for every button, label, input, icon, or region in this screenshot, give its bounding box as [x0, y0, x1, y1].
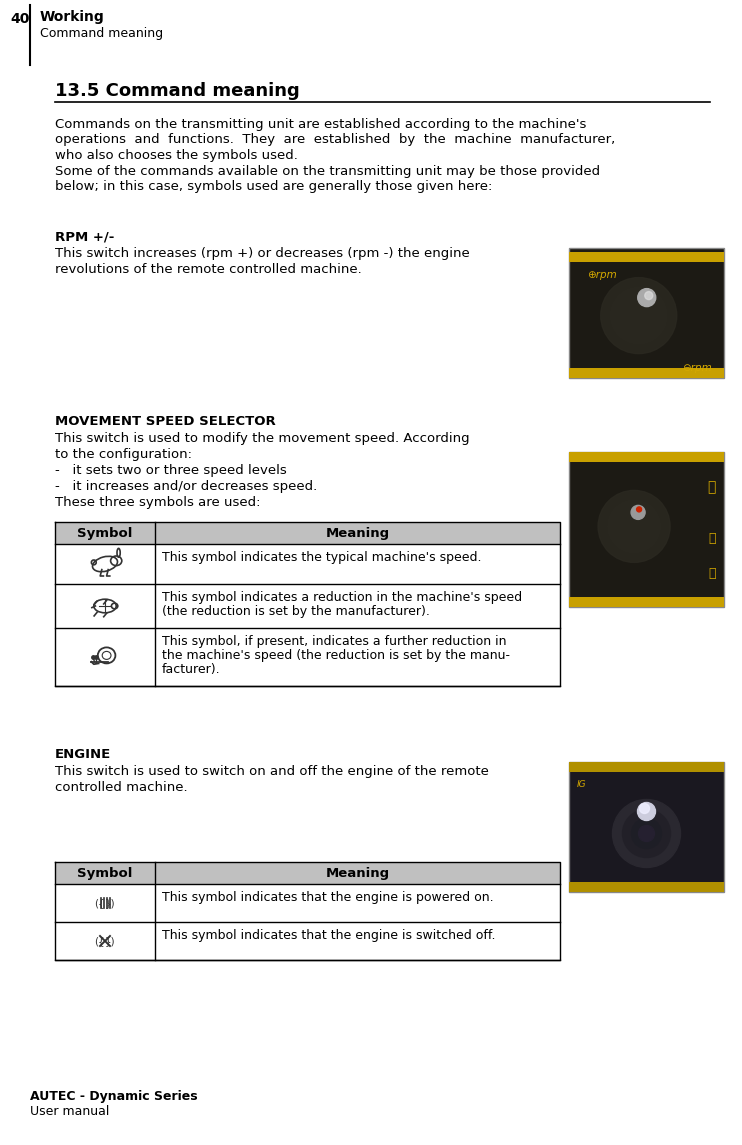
Text: Symbol: Symbol	[77, 867, 133, 879]
Bar	[55, 862, 560, 884]
Text: ENGINE: ENGINE	[55, 748, 111, 761]
Bar	[569, 452, 724, 607]
Bar	[569, 597, 724, 607]
Text: Symbol: Symbol	[77, 527, 133, 539]
Text: RPM +/-: RPM +/-	[55, 230, 114, 243]
Circle shape	[628, 305, 650, 326]
Circle shape	[645, 292, 653, 300]
Bar	[569, 368, 724, 378]
Text: (the reduction is set by the manufacturer).: (the reduction is set by the manufacture…	[162, 605, 430, 618]
Circle shape	[625, 518, 643, 536]
Circle shape	[617, 510, 651, 544]
Text: operations  and  functions.  They  are  established  by  the  machine  manufactu: operations and functions. They are estab…	[55, 134, 615, 147]
Text: below; in this case, symbols used are generally those given here:: below; in this case, symbols used are ge…	[55, 180, 493, 194]
Text: revolutions of the remote controlled machine.: revolutions of the remote controlled mac…	[55, 263, 362, 276]
Bar	[569, 763, 724, 772]
Text: Working: Working	[40, 10, 105, 24]
Text: MOVEMENT SPEED SELECTOR: MOVEMENT SPEED SELECTOR	[55, 414, 276, 428]
Circle shape	[631, 819, 662, 848]
Circle shape	[639, 826, 654, 842]
Text: 🐢: 🐢	[709, 532, 716, 545]
Text: }): })	[105, 935, 116, 946]
Text: }): })	[105, 898, 116, 908]
Bar	[569, 882, 724, 892]
Text: ({: ({	[94, 935, 105, 946]
Text: Meaning: Meaning	[326, 527, 390, 539]
Text: This symbol indicates the typical machine's speed.: This symbol indicates the typical machin…	[162, 551, 482, 564]
Bar	[55, 584, 560, 627]
Text: User manual: User manual	[30, 1105, 109, 1118]
Text: the machine's speed (the reduction is set by the manu-: the machine's speed (the reduction is se…	[162, 649, 510, 662]
Circle shape	[611, 287, 667, 344]
Circle shape	[620, 297, 657, 334]
Circle shape	[631, 505, 645, 520]
Text: -   it increases and/or decreases speed.: - it increases and/or decreases speed.	[55, 480, 318, 493]
Text: Command meaning: Command meaning	[40, 27, 163, 40]
Circle shape	[612, 799, 680, 868]
Text: ⊕rpm: ⊕rpm	[587, 270, 617, 281]
Bar	[569, 763, 724, 892]
Text: ({: ({	[94, 898, 105, 908]
Circle shape	[638, 289, 656, 307]
Bar	[569, 252, 724, 262]
Text: These three symbols are used:: These three symbols are used:	[55, 496, 260, 510]
Circle shape	[598, 490, 670, 562]
Text: 40: 40	[10, 11, 30, 26]
Bar	[55, 922, 560, 960]
Text: AUTEC - Dynamic Series: AUTEC - Dynamic Series	[30, 1090, 197, 1103]
Text: This symbol indicates that the engine is powered on.: This symbol indicates that the engine is…	[162, 891, 493, 905]
Bar	[569, 248, 724, 378]
Text: Commands on the transmitting unit are established according to the machine's: Commands on the transmitting unit are es…	[55, 118, 586, 131]
Text: controlled machine.: controlled machine.	[55, 781, 188, 793]
Bar	[55, 627, 560, 686]
Text: Some of the commands available on the transmitting unit may be those provided: Some of the commands available on the tr…	[55, 165, 600, 177]
Circle shape	[601, 277, 677, 354]
Text: ⊖rpm: ⊖rpm	[682, 363, 712, 373]
Bar	[569, 452, 724, 461]
Text: This symbol, if present, indicates a further reduction in: This symbol, if present, indicates a fur…	[162, 635, 507, 648]
Text: 🐇: 🐇	[708, 480, 716, 493]
Text: 🐌: 🐌	[709, 567, 716, 581]
Text: This switch increases (rpm +) or decreases (rpm -) the engine: This switch increases (rpm +) or decreas…	[55, 247, 470, 260]
Bar	[55, 522, 560, 544]
Text: -   it sets two or three speed levels: - it sets two or three speed levels	[55, 464, 286, 477]
Text: to the configuration:: to the configuration:	[55, 448, 192, 461]
Circle shape	[623, 810, 671, 858]
Text: who also chooses the symbols used.: who also chooses the symbols used.	[55, 149, 298, 161]
Text: This symbol indicates a reduction in the machine's speed: This symbol indicates a reduction in the…	[162, 591, 522, 605]
Text: This switch is used to switch on and off the engine of the remote: This switch is used to switch on and off…	[55, 765, 489, 777]
Text: Meaning: Meaning	[326, 867, 390, 879]
Circle shape	[637, 803, 655, 821]
Circle shape	[608, 500, 660, 552]
Circle shape	[637, 507, 642, 512]
Text: IG: IG	[577, 780, 587, 789]
Text: 13.5 Command meaning: 13.5 Command meaning	[55, 82, 300, 100]
Bar	[55, 884, 560, 922]
Circle shape	[640, 804, 649, 813]
Text: This symbol indicates that the engine is switched off.: This symbol indicates that the engine is…	[162, 929, 496, 942]
Bar	[55, 544, 560, 584]
Text: facturer).: facturer).	[162, 663, 220, 676]
Text: This switch is used to modify the movement speed. According: This switch is used to modify the moveme…	[55, 432, 470, 445]
